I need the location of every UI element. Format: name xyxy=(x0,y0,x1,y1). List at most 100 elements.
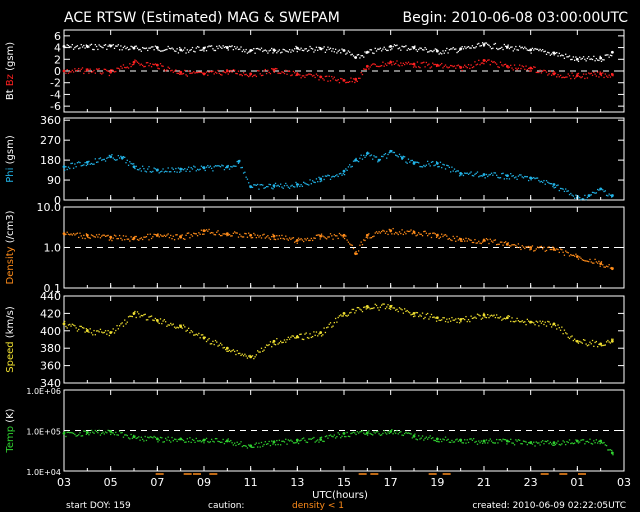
data-dot xyxy=(75,435,77,437)
data-dot xyxy=(315,234,318,236)
y-tick-label: 1.0E+05 xyxy=(26,428,61,437)
data-dot xyxy=(127,49,130,51)
data-dot xyxy=(186,329,189,331)
data-dot xyxy=(397,64,399,66)
data-dot xyxy=(301,438,304,440)
data-dot xyxy=(291,335,293,337)
data-dot xyxy=(244,74,246,76)
data-dot xyxy=(392,61,394,63)
data-dot xyxy=(202,233,204,235)
data-dot xyxy=(327,174,329,176)
data-point xyxy=(62,431,66,435)
data-dot xyxy=(309,438,311,440)
data-dot xyxy=(349,243,351,245)
data-dot xyxy=(189,170,191,173)
data-dot xyxy=(586,196,589,199)
data-dot xyxy=(473,175,475,177)
data-dot xyxy=(604,54,606,56)
data-dot xyxy=(166,325,168,327)
data-dot xyxy=(453,237,456,240)
data-dot xyxy=(80,68,82,70)
data-dot xyxy=(349,312,351,314)
data-dot xyxy=(173,438,176,440)
data-dot xyxy=(116,159,118,161)
x-tick-label: 21 xyxy=(477,476,491,489)
data-dot xyxy=(501,64,503,66)
data-dot xyxy=(74,163,76,165)
data-dot xyxy=(403,46,406,48)
data-dot xyxy=(317,49,319,51)
data-dot xyxy=(605,444,608,447)
data-dot xyxy=(101,46,103,48)
data-dot xyxy=(97,48,99,51)
data-dot xyxy=(89,44,91,46)
data-dot xyxy=(131,238,134,240)
data-dot xyxy=(442,163,444,166)
data-dot xyxy=(66,231,68,233)
data-dot xyxy=(490,47,493,50)
data-dot xyxy=(111,432,113,434)
data-dot xyxy=(191,168,194,170)
data-dot xyxy=(517,67,520,69)
data-dot xyxy=(332,325,334,327)
data-dot xyxy=(273,343,275,345)
data-dot xyxy=(317,234,319,236)
x-tick-label: 03 xyxy=(617,476,631,489)
data-dot xyxy=(473,317,475,319)
data-dot xyxy=(360,55,362,57)
data-dot xyxy=(520,67,522,70)
data-dot xyxy=(503,43,505,46)
data-dot xyxy=(469,239,471,241)
data-dot xyxy=(544,440,546,443)
data-dot xyxy=(305,48,307,50)
data-dot xyxy=(446,47,448,50)
data-dot xyxy=(549,54,552,56)
data-dot xyxy=(152,437,154,439)
data-dot xyxy=(300,77,302,79)
data-dot xyxy=(366,434,369,436)
data-dot xyxy=(93,235,95,238)
data-dot xyxy=(310,74,312,76)
data-dot xyxy=(94,44,96,46)
data-dot xyxy=(143,314,145,316)
data-dot xyxy=(157,67,159,69)
data-dot xyxy=(342,172,344,175)
data-dot xyxy=(269,238,272,241)
data-dot xyxy=(93,163,95,165)
data-dot xyxy=(396,430,398,432)
data-dot xyxy=(108,154,111,157)
data-dot xyxy=(382,155,384,158)
data-dot xyxy=(297,442,300,445)
data-dot xyxy=(111,44,113,47)
data-dot xyxy=(467,238,470,240)
data-dot xyxy=(64,70,66,72)
data-point xyxy=(435,162,439,165)
data-dot xyxy=(398,431,401,434)
data-dot xyxy=(231,442,233,444)
data-dot xyxy=(462,66,465,68)
y-tick-label: 400 xyxy=(40,325,61,338)
data-dot xyxy=(309,179,311,181)
data-point xyxy=(482,313,486,317)
data-dot xyxy=(414,161,416,163)
data-dot xyxy=(65,325,67,328)
data-dot xyxy=(305,441,307,443)
data-dot xyxy=(71,234,73,236)
data-dot xyxy=(303,240,305,243)
data-dot xyxy=(71,69,73,72)
start-doy: start DOY: 159 xyxy=(66,501,131,511)
data-dot xyxy=(285,235,287,237)
data-dot xyxy=(277,50,279,52)
data-dot xyxy=(498,177,500,179)
data-dot xyxy=(393,44,396,46)
data-dot xyxy=(406,162,408,164)
data-dot xyxy=(267,52,269,54)
data-dot xyxy=(426,160,429,163)
data-dot xyxy=(285,182,287,185)
data-dot xyxy=(447,238,449,240)
y-axis-label-part: Phi xyxy=(5,168,16,183)
data-dot xyxy=(538,247,540,249)
data-dot xyxy=(520,174,522,176)
data-dot xyxy=(281,51,283,53)
data-dot xyxy=(524,175,526,178)
